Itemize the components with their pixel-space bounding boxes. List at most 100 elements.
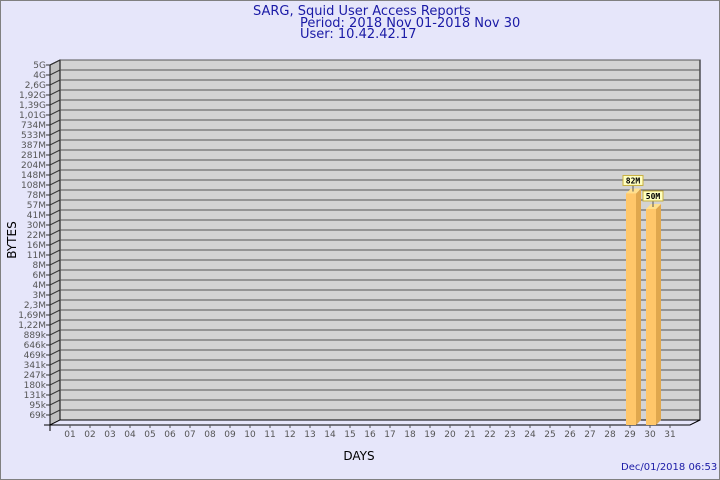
y-tick-label: 5G (33, 61, 46, 71)
x-tick-label: 22 (484, 430, 495, 440)
y-tick (46, 129, 61, 136)
x-tick-label: 24 (524, 430, 536, 440)
y-tick-label: 11M (27, 251, 46, 261)
x-tick-label: 31 (664, 430, 675, 440)
x-tick-label: 10 (244, 430, 256, 440)
y-tick (46, 379, 61, 386)
y-tick-label: 57M (27, 201, 46, 211)
y-tick (46, 239, 61, 246)
x-tick-label: 23 (504, 430, 515, 440)
y-tick (46, 259, 61, 266)
y-tick (46, 159, 61, 166)
x-tick-label: 28 (604, 430, 616, 440)
y-tick (46, 199, 61, 206)
x-axis-line (44, 419, 701, 426)
y-tick (46, 149, 61, 156)
data-label: 82M (626, 176, 641, 185)
bar-side (636, 188, 641, 425)
y-tick (46, 229, 61, 236)
x-tick-label: 17 (384, 430, 395, 440)
x-tick-label: 25 (544, 430, 555, 440)
y-tick-label: 2,6G (25, 81, 46, 91)
y-tick (46, 99, 61, 106)
chart-title: SARG, Squid User Access Reports (253, 4, 471, 19)
x-tick-label: 12 (284, 430, 295, 440)
x-tick-label: 09 (224, 430, 236, 440)
y-tick (46, 89, 61, 96)
x-tick-label: 03 (104, 430, 115, 440)
y-tick-label: 4G (33, 71, 46, 81)
y-tick (46, 309, 61, 316)
y-tick-label: 78M (27, 191, 46, 201)
y-tick-label: 889k (24, 331, 47, 341)
y-tick (46, 279, 61, 286)
y-tick-label: 1,22M (18, 321, 46, 331)
y-tick-label: 69k (29, 411, 46, 421)
y-tick (46, 329, 61, 336)
y-tick-label: 180k (24, 381, 47, 391)
x-tick-label: 26 (564, 430, 576, 440)
y-tick (46, 209, 61, 216)
x-tick-label: 21 (464, 430, 475, 440)
y-tick-label: 108M (21, 181, 46, 191)
y-tick-label: 131k (24, 391, 47, 401)
y-tick (46, 319, 61, 326)
x-axis-title: DAYS (343, 449, 374, 463)
bar-side (656, 203, 661, 425)
y-tick-label: 22M (27, 231, 46, 241)
y-tick-label: 30M (27, 221, 46, 231)
y-tick (46, 59, 61, 66)
y-tick (46, 349, 61, 356)
y-tick (46, 409, 61, 416)
y-axis-title: BYTES (5, 221, 19, 258)
y-tick-label: 469k (24, 351, 47, 361)
y-tick-label: 4M (33, 281, 47, 291)
y-tick (46, 189, 61, 196)
y-tick (46, 109, 61, 116)
y-tick-label: 1,69M (18, 311, 46, 321)
footer-timestamp: Dec/01/2018 06:53 (621, 462, 718, 473)
y-tick (46, 399, 61, 406)
y-tick (46, 339, 61, 346)
y-tick (46, 249, 61, 256)
x-tick-label: 01 (64, 430, 75, 440)
y-tick-label: 1,39G (19, 101, 46, 111)
y-tick-label: 2,3M (24, 301, 46, 311)
bar (646, 208, 656, 425)
x-tick-label: 27 (584, 430, 595, 440)
x-tick-label: 15 (344, 430, 355, 440)
y-tick (46, 219, 61, 226)
y-tick-label: 1,92G (19, 91, 46, 101)
y-tick-label: 3M (33, 291, 47, 301)
y-tick-label: 204M (21, 161, 46, 171)
x-tick-label: 14 (324, 430, 336, 440)
y-tick-label: 247k (24, 371, 47, 381)
y-tick-label: 646k (24, 341, 47, 351)
y-tick-label: 1,01G (19, 111, 46, 121)
x-tick-label: 06 (164, 430, 176, 440)
y-tick (46, 69, 61, 76)
x-tick-label: 29 (624, 430, 636, 440)
x-tick-label: 18 (404, 430, 416, 440)
y-tick (46, 79, 61, 86)
y-tick (46, 119, 61, 126)
y-tick (46, 289, 61, 296)
chart-subtitle-period: Period: 2018 Nov 01-2018 Nov 30 (300, 16, 521, 31)
y-tick (46, 389, 61, 396)
y-tick (46, 359, 61, 366)
y-tick (46, 269, 61, 276)
y-tick (46, 179, 61, 186)
y-tick-label: 341k (24, 361, 47, 371)
x-tick-label: 16 (364, 430, 376, 440)
x-tick-label: 02 (84, 430, 95, 440)
data-label-box (642, 190, 664, 202)
x-tick-label: 30 (644, 430, 656, 440)
y-tick-label: 95k (29, 401, 46, 411)
x-tick-label: 04 (124, 430, 136, 440)
x-tick-label: 08 (204, 430, 216, 440)
chart-subtitle-user: User: 10.42.42.17 (300, 27, 417, 42)
x-tick-label: 13 (304, 430, 315, 440)
x-tick-label: 05 (144, 430, 155, 440)
x-tick-label: 20 (444, 430, 456, 440)
